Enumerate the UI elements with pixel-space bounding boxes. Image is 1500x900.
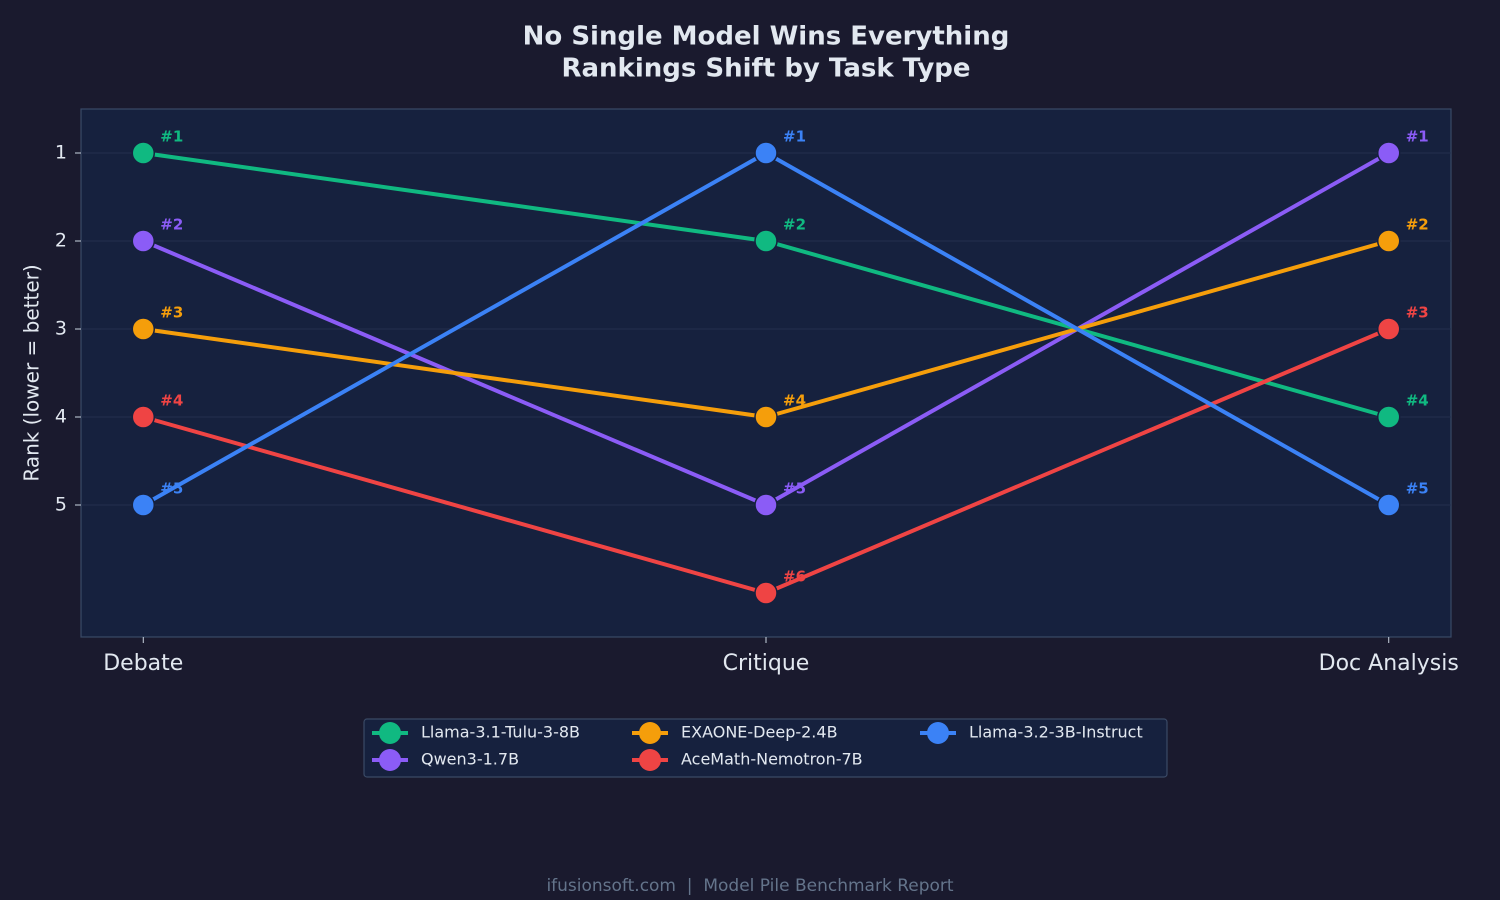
plot-area [80,108,1452,638]
legend-swatch-marker [927,722,949,744]
legend-label: Llama-3.1-Tulu-3-8B [421,723,580,742]
value-label: #1 [783,128,806,146]
value-label: #5 [1406,480,1429,498]
chart-subtitle: Rankings Shift by Task Type [561,54,970,84]
data-point [754,405,778,429]
data-point [754,141,778,165]
legend-label: AceMath-Nemotron-7B [681,750,863,769]
value-label: #2 [160,216,183,234]
legend-swatch-marker [639,749,661,771]
value-label: #5 [160,480,183,498]
value-label: #4 [160,392,183,410]
legend-swatch-marker [379,722,401,744]
data-point [1376,141,1401,165]
x-tick-label: Doc Analysis [1319,651,1459,676]
y-tick-label: 3 [55,318,67,340]
x-tick-label: Critique [723,651,810,676]
data-point [131,229,156,253]
y-tick-label: 2 [55,230,67,252]
legend-label: Llama-3.2-3B-Instruct [969,723,1143,742]
data-point [754,229,778,253]
y-axis-label: Rank (lower = better) [20,264,44,481]
data-point [1376,317,1401,341]
data-point [131,405,156,429]
value-label: #1 [160,128,183,146]
data-point [131,317,156,341]
data-point [131,493,156,517]
data-point [131,141,156,165]
y-tick-label: 5 [55,494,67,516]
y-tick-label: 1 [55,142,67,164]
value-label: #2 [1406,216,1429,234]
legend [363,718,1168,778]
data-point [1376,229,1401,253]
legend-swatch-marker [379,749,401,771]
value-label: #3 [160,304,183,322]
data-point [1376,493,1401,517]
value-label: #6 [783,568,806,586]
value-label: #3 [1406,304,1429,322]
value-label: #4 [783,392,806,410]
data-point [754,493,778,517]
value-label: #5 [783,480,806,498]
value-label: #1 [1406,128,1429,146]
legend-label: Qwen3-1.7B [421,750,519,769]
footer: ifusionsoft.com | Model Pile Benchmark R… [546,876,953,896]
value-label: #2 [783,216,806,234]
legend-swatch-marker [639,722,661,744]
legend-label: EXAONE-Deep-2.4B [681,723,838,742]
y-tick-label: 4 [55,406,67,428]
chart-title: No Single Model Wins Everything [523,22,1010,52]
data-point [754,581,778,605]
x-tick-label: Debate [103,651,183,676]
value-label: #4 [1406,392,1429,410]
data-point [1376,405,1401,429]
